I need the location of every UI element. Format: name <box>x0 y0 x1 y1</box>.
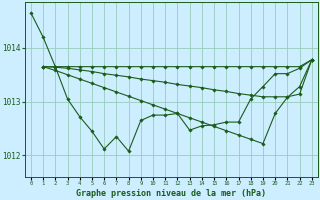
X-axis label: Graphe pression niveau de la mer (hPa): Graphe pression niveau de la mer (hPa) <box>76 189 266 198</box>
